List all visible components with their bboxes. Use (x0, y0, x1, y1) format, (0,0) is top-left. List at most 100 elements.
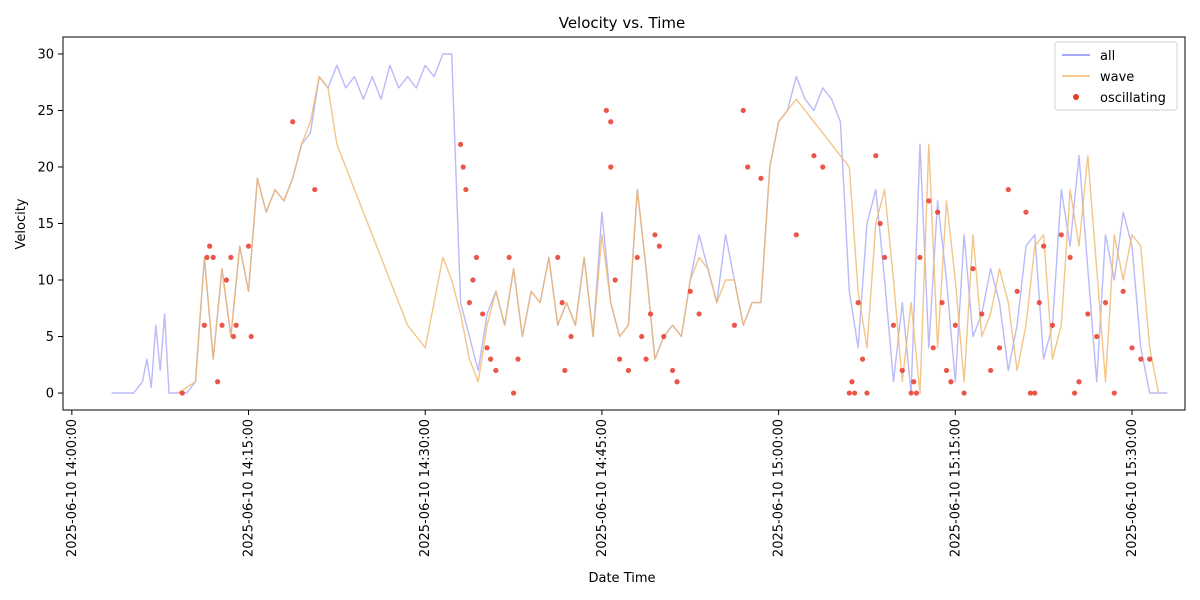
oscillating-point (731, 322, 738, 328)
oscillating-point (793, 232, 799, 238)
oscillating-point (608, 164, 614, 170)
oscillating-point (988, 367, 994, 374)
oscillating-point (480, 311, 486, 317)
oscillating-point (1014, 288, 1020, 294)
oscillating-point (948, 379, 954, 385)
oscillating-point (470, 277, 476, 283)
oscillating-point (913, 390, 920, 396)
oscillating-point (961, 390, 967, 396)
oscillating-point (223, 277, 230, 283)
oscillating-point (1036, 300, 1042, 306)
y-tick-label: 15 (37, 217, 54, 232)
y-tick-label: 5 (46, 330, 54, 345)
oscillating-point (917, 254, 923, 261)
oscillating-point (877, 220, 883, 227)
oscillating-point (179, 390, 185, 396)
oscillating-point (758, 175, 764, 181)
x-tick-label: 2025-06-10 14:00:00 (65, 419, 80, 557)
x-axis: 2025-06-10 14:00:00 2025-06-10 14:15:00 20… (65, 410, 1140, 557)
oscillating-point (1023, 209, 1029, 215)
oscillating-point (1049, 322, 1056, 328)
oscillating-point (899, 367, 905, 374)
oscillating-point (740, 107, 746, 114)
oscillating-point (656, 243, 662, 249)
oscillating-point (745, 164, 751, 170)
oscillating-point (873, 153, 879, 159)
x-tick-label: 2025-06-10 14:15:00 (242, 419, 257, 557)
x-tick-label: 2025-06-10 15:00:00 (772, 419, 787, 557)
oscillating-point (219, 322, 225, 328)
oscillating-point (1027, 390, 1033, 396)
oscillating-point (864, 390, 870, 396)
oscillating-point (1102, 300, 1109, 306)
oscillating-point (463, 186, 469, 193)
oscillating-point (555, 254, 561, 261)
oscillating-point (647, 311, 654, 317)
y-tick-label: 10 (37, 274, 54, 289)
oscillating-point (811, 153, 817, 159)
oscillating-point (625, 367, 632, 374)
oscillating-point (952, 322, 958, 328)
oscillating-point (460, 164, 466, 170)
oscillating-point (608, 119, 614, 125)
oscillating-point (1071, 390, 1078, 396)
oscillating-point (1085, 311, 1091, 317)
oscillating-point (233, 322, 239, 328)
oscillating-point (890, 322, 897, 328)
x-axis-title: Date Time (588, 571, 655, 586)
oscillating-point (562, 367, 568, 374)
legend-oscillating-swatch (1073, 94, 1079, 100)
oscillating-point (1094, 333, 1100, 340)
oscillating-point (559, 300, 565, 306)
legend-all-label: all (1100, 49, 1115, 64)
plot-area (111, 53, 1168, 396)
oscillating-point (930, 345, 936, 351)
oscillating-point (669, 367, 676, 374)
oscillating-point (228, 254, 234, 261)
oscillating-point (652, 232, 658, 238)
oscillating-point (1111, 390, 1117, 396)
oscillating-point (568, 333, 574, 340)
oscillating-point (696, 311, 702, 317)
oscillating-point (616, 356, 623, 362)
legend-box (1054, 41, 1178, 111)
oscillating-point (230, 333, 237, 340)
oscillating-point (935, 209, 941, 215)
oscillating-point (970, 266, 976, 272)
oscillating-point (612, 277, 618, 283)
oscillating-point (493, 367, 499, 374)
oscillating-point (849, 379, 855, 385)
oscillating-point (510, 390, 517, 396)
y-axis-title: Velocity (14, 198, 29, 249)
oscillating-point (473, 254, 480, 261)
legend-oscillating-label: oscillating (1100, 91, 1166, 106)
oscillating-point (1138, 356, 1144, 362)
oscillating-point (939, 300, 945, 306)
oscillating-point (643, 356, 649, 362)
oscillating-point (515, 356, 521, 362)
oscillating-point (1120, 288, 1126, 294)
oscillating-point (457, 141, 464, 147)
oscillating-point (851, 390, 858, 396)
oscillating-point (855, 300, 861, 306)
oscillating-point (312, 186, 318, 193)
x-tick-label: 2025-06-10 14:45:00 (595, 419, 610, 557)
oscillating-point (882, 254, 888, 261)
x-tick-label: 2025-06-10 15:15:00 (948, 419, 963, 557)
oscillating-point (1067, 254, 1073, 261)
oscillating-point (201, 322, 207, 328)
oscillating-point (207, 243, 213, 249)
oscillating-point (908, 390, 914, 396)
x-tick-label: 2025-06-10 14:30:00 (418, 419, 433, 557)
oscillating-point (1076, 379, 1082, 385)
oscillating-point (1005, 186, 1011, 193)
oscillating-point (996, 345, 1003, 351)
oscillating-point (687, 288, 693, 294)
oscillating-point (484, 345, 490, 351)
oscillating-point (1129, 345, 1135, 351)
oscillating-point (1147, 356, 1153, 362)
y-tick-label: 30 (37, 47, 54, 62)
oscillating-point (1058, 232, 1064, 238)
y-tick-label: 25 (37, 104, 54, 119)
oscillating-point (661, 333, 667, 340)
